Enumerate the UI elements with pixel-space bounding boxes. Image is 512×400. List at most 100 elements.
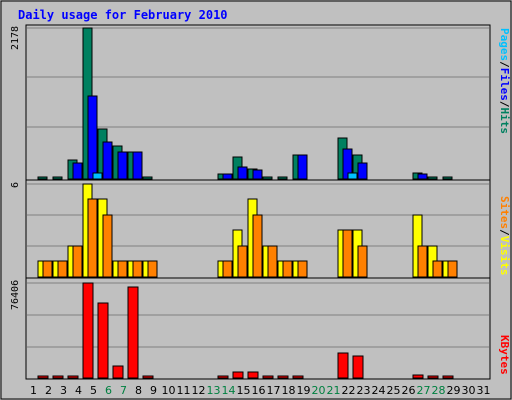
x-tick-day-14: 14 (222, 384, 236, 397)
bottom-bar-kbytes-day-15 (247, 371, 259, 379)
axis-label-hits: Hits (498, 108, 511, 135)
x-tick-day-12: 12 (192, 384, 206, 397)
x-tick-day-26: 26 (402, 384, 416, 397)
bars (37, 27, 458, 379)
middle-bar-sites-day-27 (432, 260, 443, 278)
x-tick-day-5: 5 (90, 384, 97, 397)
x-tick-day-30: 30 (462, 384, 476, 397)
axis-label-slash-2: / (498, 101, 511, 108)
x-tick-day-2: 2 (45, 384, 52, 397)
middle-bar-sites-day-26 (417, 245, 428, 278)
top-bar-files-day-7 (132, 151, 143, 180)
bottom-bar-kbytes-day-13 (217, 375, 229, 379)
middle-bar-sites-day-21 (342, 229, 353, 278)
middle-bar-sites-day-16 (267, 245, 278, 278)
top-bar-hits-day-1 (37, 176, 48, 180)
middle-bar-sites-day-13 (222, 260, 233, 278)
bottom-bar-kbytes-day-2 (52, 375, 64, 379)
top-bar-files-day-26 (417, 173, 428, 180)
x-tick-day-11: 11 (177, 384, 191, 397)
x-tick-day-31: 31 (477, 384, 491, 397)
middle-bar-sites-day-15 (252, 214, 263, 278)
middle-bar-sites-day-17 (282, 260, 293, 278)
x-tick-day-10: 10 (162, 384, 176, 397)
top-bar-hits-day-28 (442, 176, 453, 180)
top-bar-files-day-3 (72, 162, 83, 180)
x-tick-day-24: 24 (372, 384, 386, 397)
pages-files-hits-axis-label: Pages/Files/Hits (498, 28, 511, 134)
bottom-bar-kbytes-day-3 (67, 375, 79, 379)
bottom-bar-kbytes-day-8 (142, 375, 154, 379)
middle-bar-sites-day-3 (72, 245, 83, 278)
x-tick-day-20: 20 (312, 384, 326, 397)
bottom-bar-kbytes-day-6 (112, 365, 124, 379)
x-tick-day-23: 23 (357, 384, 371, 397)
top-bar-pages-day-4 (92, 172, 103, 180)
bottom-bar-kbytes-day-26 (412, 374, 424, 379)
middle-bar-sites-day-5 (102, 214, 113, 278)
middle-bar-sites-day-14 (237, 245, 248, 278)
x-tick-day-13: 13 (207, 384, 221, 397)
middle-bar-sites-day-2 (57, 260, 68, 278)
chart-title: Daily usage for February 2010 (18, 8, 228, 22)
bottom-bar-kbytes-day-16 (262, 375, 274, 379)
x-tick-day-22: 22 (342, 384, 356, 397)
top-bar-hits-day-8 (142, 176, 153, 180)
bottom-bar-kbytes-day-5 (97, 302, 109, 379)
x-tick-day-6: 6 (105, 384, 112, 397)
x-tick-day-7: 7 (120, 384, 127, 397)
bottom-bar-kbytes-day-14 (232, 371, 244, 379)
bottom-bar-kbytes-day-21 (337, 352, 349, 379)
top-bar-hits-day-16 (262, 176, 273, 180)
middle-bar-sites-day-28 (447, 260, 458, 278)
axis-label-slash-1: / (498, 61, 511, 68)
middle-bar-sites-day-1 (42, 260, 53, 278)
x-tick-day-28: 28 (432, 384, 446, 397)
top-bar-pages-day-21 (347, 172, 358, 180)
sites-visits-axis-label: Sites/Visits (498, 196, 511, 276)
x-tick-day-9: 9 (150, 384, 157, 397)
middle-bar-sites-day-7 (132, 260, 143, 278)
axis-label-files: Files (498, 68, 511, 101)
hits-ymax-label: 2178 (10, 26, 21, 50)
kbytes-panel (25, 277, 491, 380)
bottom-bar-kbytes-day-28 (442, 375, 454, 379)
top-bar-files-day-5 (102, 141, 113, 180)
x-tick-day-15: 15 (237, 384, 251, 397)
x-tick-day-25: 25 (387, 384, 401, 397)
bottom-bar-kbytes-day-27 (427, 375, 439, 379)
x-tick-day-16: 16 (252, 384, 266, 397)
middle-bar-sites-day-6 (117, 260, 128, 278)
axis-label-kbytes: KBytes (498, 335, 511, 375)
kbytes-ymax-label: 76406 (10, 280, 21, 310)
bottom-bar-kbytes-day-4 (82, 282, 94, 379)
x-tick-day-1: 1 (30, 384, 37, 397)
axis-label-visits: Visits (498, 236, 511, 276)
bottom-bar-kbytes-day-7 (127, 286, 139, 379)
x-tick-day-21: 21 (327, 384, 341, 397)
x-tick-day-8: 8 (135, 384, 142, 397)
top-bar-files-day-22 (357, 162, 368, 180)
top-bar-files-day-6 (117, 151, 128, 180)
x-tick-day-17: 17 (267, 384, 281, 397)
x-tick-day-19: 19 (297, 384, 311, 397)
top-bar-files-day-15 (252, 169, 263, 180)
bottom-bar-kbytes-day-17 (277, 375, 289, 379)
x-tick-day-29: 29 (447, 384, 461, 397)
x-tick-day-3: 3 (60, 384, 67, 397)
top-bar-hits-day-2 (52, 176, 63, 180)
top-bar-hits-day-27 (427, 176, 438, 180)
visits-ymax-label: 6 (10, 182, 21, 188)
top-bar-files-day-4 (87, 95, 98, 180)
x-tick-day-18: 18 (282, 384, 296, 397)
middle-bar-sites-day-22 (357, 245, 368, 278)
x-tick-day-4: 4 (75, 384, 82, 397)
middle-bar-sites-day-4 (87, 198, 98, 278)
axis-label-slash-3: / (498, 229, 511, 236)
x-tick-day-27: 27 (417, 384, 431, 397)
top-bar-hits-day-17 (277, 176, 288, 180)
bottom-bar-kbytes-day-22 (352, 355, 364, 379)
